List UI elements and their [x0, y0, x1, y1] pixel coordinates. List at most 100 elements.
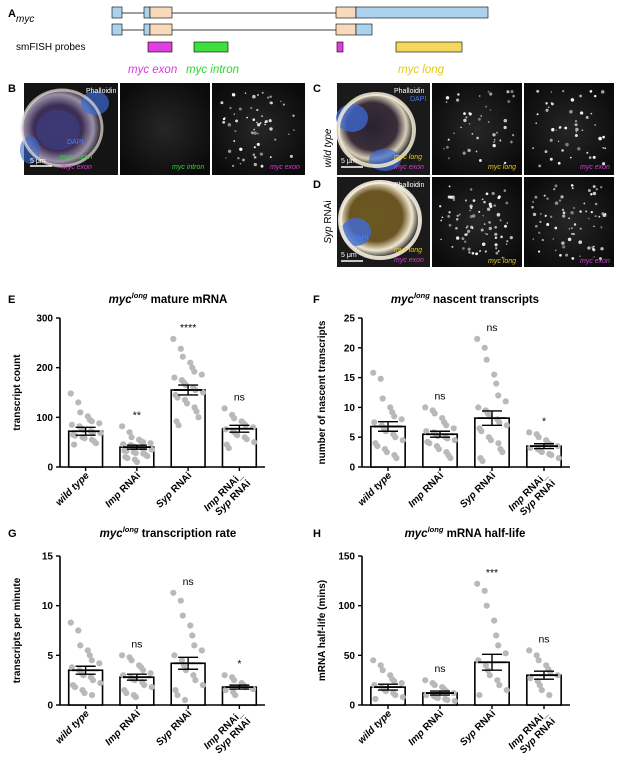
fluorescent-spot — [507, 100, 511, 103]
data-point — [144, 453, 151, 460]
title-gene: myc — [100, 528, 124, 540]
fluorescent-spot — [550, 215, 553, 218]
fluorescent-spot — [292, 114, 295, 117]
fluorescent-spot — [475, 252, 479, 256]
rnai-part: RNAi — [473, 708, 498, 733]
fluorescent-spot — [447, 215, 451, 218]
data-point — [191, 642, 198, 649]
panel-label-c: C — [313, 83, 321, 95]
fluorescent-spot — [222, 120, 226, 124]
fluorescent-spot — [594, 202, 598, 206]
fluorescent-spot — [269, 95, 272, 99]
data-point — [495, 642, 502, 649]
y-tick-label: 10 — [42, 601, 54, 612]
fluorescent-spot — [231, 93, 236, 97]
channel-image-d-long: myc long — [432, 177, 522, 267]
data-point — [171, 374, 178, 381]
fluorescent-spot — [557, 161, 561, 165]
fluorescent-spot — [252, 118, 256, 121]
data-point — [535, 434, 542, 441]
data-point — [496, 419, 503, 426]
fluorescent-spot — [488, 221, 491, 224]
fluorescent-spot — [470, 188, 473, 191]
data-point — [533, 652, 540, 659]
fluorescent-spot — [549, 138, 553, 142]
data-point — [483, 602, 490, 609]
chart-transcription-rate: myclong transcription rate transcripts pe… — [12, 525, 265, 756]
fluorescent-spot — [551, 128, 555, 132]
fluorescent-spot — [595, 188, 598, 191]
data-point — [187, 359, 194, 366]
data-point — [392, 434, 399, 441]
x-tick-label: Syp RNAi — [458, 708, 498, 748]
fluorescent-spot — [579, 255, 581, 258]
data-point — [399, 437, 406, 444]
intron-channel-label: myc intron — [172, 164, 204, 171]
fluorescent-spot — [468, 112, 471, 115]
fluorescent-spot — [554, 184, 558, 188]
data-point — [96, 660, 103, 667]
data-point — [391, 678, 398, 685]
x-tick-label-line: wild type — [356, 470, 394, 508]
data-point — [503, 422, 510, 429]
fluorescent-spot — [592, 191, 597, 196]
data-point — [243, 436, 250, 443]
data-point — [435, 446, 442, 453]
fluorescent-spot — [604, 212, 607, 215]
fluorescent-spot — [572, 233, 575, 236]
fluorescent-spot — [494, 236, 498, 240]
title-superscript: long — [132, 291, 148, 300]
fluorescent-spot — [229, 106, 232, 110]
fluorescent-spot — [242, 158, 245, 162]
data-point — [491, 617, 498, 624]
fluorescent-spot — [227, 123, 232, 127]
fluorescent-spot — [457, 93, 460, 96]
transcript-isoform-1 — [111, 6, 489, 19]
fluorescent-spot — [464, 199, 468, 202]
fluorescent-spot — [253, 155, 257, 159]
fluorescent-spot — [562, 211, 566, 215]
data-point — [476, 692, 483, 699]
fluorescent-spot — [592, 185, 596, 188]
data-point — [97, 680, 104, 687]
data-point — [225, 445, 232, 452]
data-point — [499, 449, 506, 456]
data-point — [398, 680, 405, 687]
exon-probe-label: myc exon — [128, 64, 177, 76]
data-point — [189, 632, 196, 639]
title-rest: mRNA half-life — [443, 528, 525, 540]
fluorescent-spot — [449, 195, 453, 199]
fluorescent-spot — [492, 143, 496, 148]
data-point — [67, 390, 74, 397]
data-point — [84, 647, 91, 654]
fluorescent-spot — [465, 233, 469, 236]
title-rest: nascent transcripts — [430, 294, 539, 306]
fluorescent-spot — [570, 98, 575, 102]
fluorescent-spot — [549, 157, 553, 161]
y-tick-label: 0 — [349, 701, 355, 712]
fluorescent-spot — [579, 210, 582, 213]
data-point — [377, 662, 384, 669]
data-point — [387, 404, 394, 411]
data-point — [86, 652, 93, 659]
dapi-label: DAPI — [352, 235, 368, 242]
fluorescent-spot — [552, 238, 554, 240]
fluorescent-spot — [570, 184, 574, 187]
chart-title: myclong nascent transcripts — [391, 291, 539, 306]
data-point — [77, 642, 84, 649]
fluorescent-spot — [579, 227, 582, 230]
fluorescent-spot — [460, 126, 462, 129]
fluorescent-spot — [604, 147, 606, 150]
data-point — [526, 429, 533, 436]
fluorescent-spot — [487, 90, 490, 93]
data-point — [68, 664, 75, 671]
fluorescent-spot — [472, 214, 476, 218]
fluorescent-spot — [495, 247, 498, 250]
y-tick-label: 200 — [36, 363, 53, 374]
rnai-part: RNAi — [169, 708, 194, 733]
fluorescent-spot — [293, 129, 295, 131]
fluorescent-spot — [600, 90, 605, 94]
data-point — [199, 682, 206, 689]
data-point — [495, 440, 502, 447]
